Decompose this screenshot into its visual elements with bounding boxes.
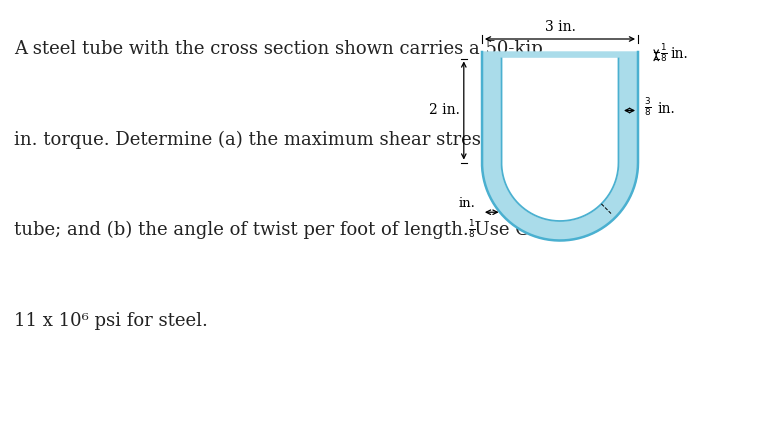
Text: $\frac{1}{8}$: $\frac{1}{8}$ [660, 42, 668, 64]
Polygon shape [501, 58, 619, 221]
Text: in. torque. Determine (a) the maximum shear stress in the: in. torque. Determine (a) the maximum sh… [14, 130, 549, 149]
Text: 2 in.: 2 in. [429, 103, 460, 118]
Text: 3 in.: 3 in. [545, 20, 575, 34]
Polygon shape [482, 52, 638, 240]
Text: 11 x 10⁶ psi for steel.: 11 x 10⁶ psi for steel. [14, 312, 208, 330]
Text: in.: in. [657, 102, 675, 116]
Text: $\frac{3}{8}$: $\frac{3}{8}$ [644, 96, 652, 118]
Text: tube; and (b) the angle of twist per foot of length. Use G =: tube; and (b) the angle of twist per foo… [14, 221, 550, 239]
Text: $\frac{1}{8}$: $\frac{1}{8}$ [468, 218, 476, 240]
Text: 3 in.: 3 in. [559, 188, 591, 220]
Text: in.: in. [459, 197, 476, 210]
Text: in.: in. [671, 47, 688, 61]
Text: A steel tube with the cross section shown carries a 50-kip: A steel tube with the cross section show… [14, 40, 542, 58]
